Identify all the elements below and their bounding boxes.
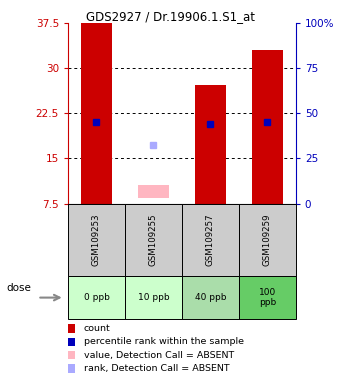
Bar	[195, 85, 226, 204]
Text: GSM109253: GSM109253	[92, 214, 101, 266]
Bar	[138, 185, 169, 197]
Text: dose: dose	[7, 283, 32, 293]
Text: GSM109259: GSM109259	[263, 214, 272, 266]
Text: 0 ppb: 0 ppb	[84, 293, 109, 302]
Text: GSM109255: GSM109255	[149, 214, 158, 266]
Text: value, Detection Call = ABSENT: value, Detection Call = ABSENT	[84, 351, 234, 360]
Text: count: count	[84, 324, 111, 333]
Text: rank, Detection Call = ABSENT: rank, Detection Call = ABSENT	[84, 364, 230, 373]
Text: 40 ppb: 40 ppb	[194, 293, 226, 302]
Text: GDS2927 / Dr.19906.1.S1_at: GDS2927 / Dr.19906.1.S1_at	[85, 10, 255, 23]
Text: 10 ppb: 10 ppb	[138, 293, 169, 302]
Text: percentile rank within the sample: percentile rank within the sample	[84, 337, 244, 346]
Text: GSM109257: GSM109257	[206, 214, 215, 266]
Bar	[81, 23, 112, 204]
Text: 100
ppb: 100 ppb	[259, 288, 276, 307]
Bar	[252, 50, 283, 204]
